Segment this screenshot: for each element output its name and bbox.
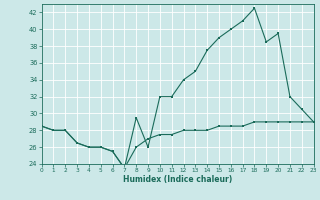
X-axis label: Humidex (Indice chaleur): Humidex (Indice chaleur)	[123, 175, 232, 184]
